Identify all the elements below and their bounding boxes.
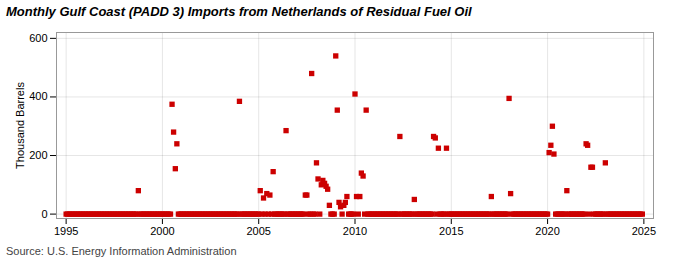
svg-text:400: 400 <box>29 90 47 102</box>
svg-text:200: 200 <box>29 149 47 161</box>
svg-text:0: 0 <box>41 208 47 220</box>
svg-text:2010: 2010 <box>343 225 367 237</box>
svg-text:Thousand Barrels: Thousand Barrels <box>14 82 26 169</box>
html-text:Monthly Gulf Coast (PADD 3) Im: Monthly Gulf Coast (PADD 3) Imports from… <box>6 4 472 19</box>
svg-text:2025: 2025 <box>632 225 656 237</box>
svg-text:1995: 1995 <box>54 225 78 237</box>
html-text:Source: U.S. Energy Informatio: Source: U.S. Energy Information Administ… <box>6 245 237 257</box>
svg-text:600: 600 <box>29 32 47 44</box>
svg-text:2015: 2015 <box>439 225 463 237</box>
svg-text:2005: 2005 <box>246 225 270 237</box>
svg-text:2000: 2000 <box>150 225 174 237</box>
svg-text:2020: 2020 <box>535 225 559 237</box>
